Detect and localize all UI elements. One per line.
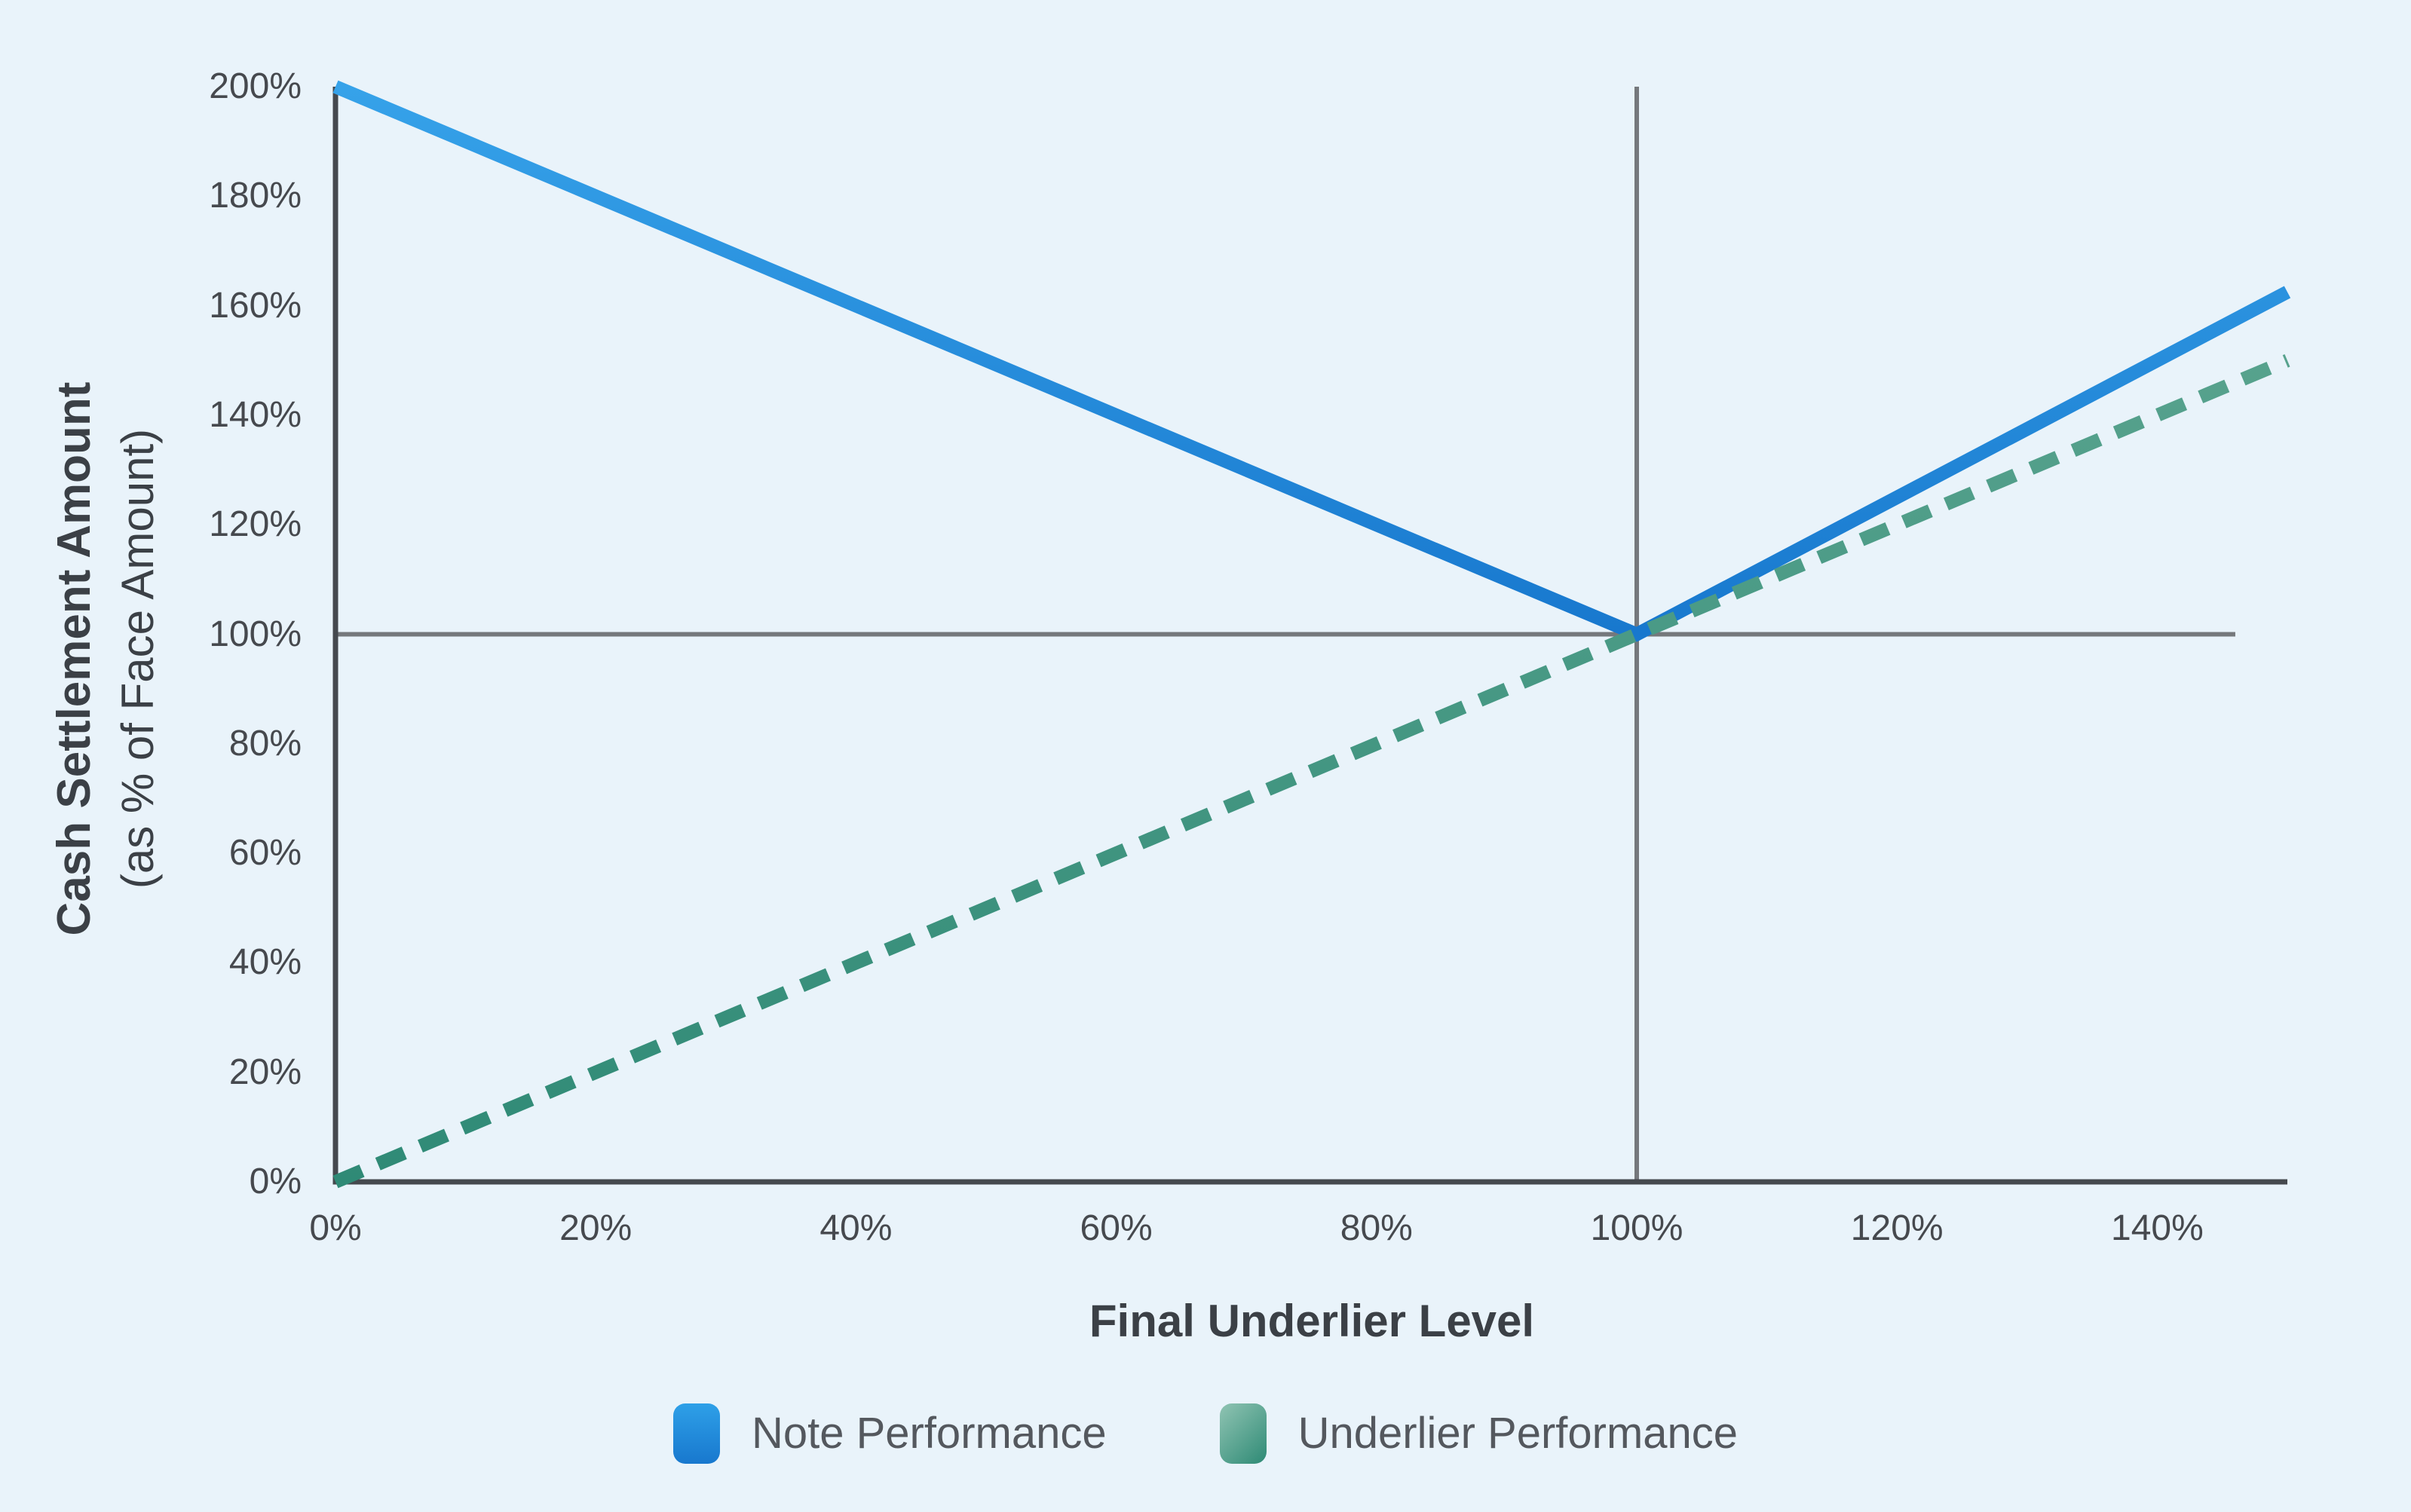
y-axis-title-line1: Cash Settlement Amount: [48, 381, 100, 936]
note-performance-swatch-icon: [672, 1403, 720, 1464]
x-tick-label-20: 20%: [559, 1208, 633, 1248]
x-tick-label-80: 80%: [1340, 1208, 1413, 1248]
legend: Note Performance Underlier Performance: [0, 1403, 2411, 1464]
y-tick-label-0: 0%: [249, 1162, 302, 1201]
x-tick-label-140: 140%: [2111, 1208, 2204, 1248]
legend-item-underlier-performance: Underlier Performance: [1219, 1403, 1739, 1464]
y-tick-label-140: 140%: [209, 394, 302, 435]
y-tick-label-100: 100%: [209, 614, 302, 654]
y-tick-label-40: 40%: [228, 942, 302, 983]
y-tick-label-160: 160%: [209, 285, 302, 326]
y-tick-label-20: 20%: [228, 1051, 302, 1092]
legend-label-underlier-performance: Underlier Performance: [1297, 1409, 1739, 1458]
note-performance-line: [332, 80, 2291, 642]
underlier-performance-swatch-icon: [1219, 1403, 1267, 1464]
y-tick-label-120: 120%: [209, 504, 302, 545]
x-tick-label-0: 0%: [309, 1208, 362, 1248]
y-tick-label-60: 60%: [228, 833, 302, 874]
y-tick-label-80: 80%: [228, 723, 302, 764]
x-tick-label-40: 40%: [819, 1208, 893, 1248]
x-tick-label-100: 100%: [1590, 1208, 1683, 1248]
legend-item-note-performance: Note Performance: [672, 1403, 1107, 1464]
legend-label-note-performance: Note Performance: [751, 1409, 1107, 1458]
y-axis-title-line2: (as % of Face Amount): [112, 428, 163, 889]
y-axis-title: Cash Settlement Amount (as % of Face Amo…: [42, 282, 169, 1036]
y-tick-label-180: 180%: [209, 176, 302, 216]
underlier-performance-line: [332, 354, 2290, 1189]
x-tick-label-120: 120%: [1850, 1208, 1944, 1248]
x-axis-title: Final Underlier Level: [1089, 1296, 1535, 1346]
y-tick-label-200: 200%: [209, 66, 302, 106]
x-tick-label-60: 60%: [1080, 1208, 1153, 1248]
